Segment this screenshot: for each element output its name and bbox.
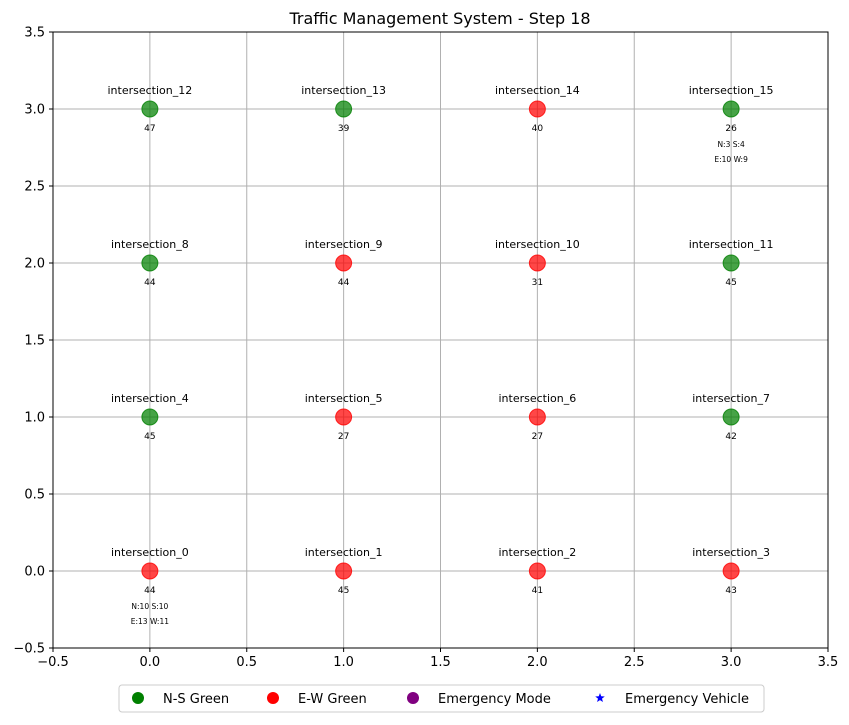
- intersection-marker: [722, 100, 740, 118]
- intersection-label: intersection_9: [305, 238, 383, 251]
- y-tick-label: −0.5: [13, 642, 45, 657]
- intersection-value-label: 43: [725, 586, 736, 596]
- queue-label: N:10 S:10: [131, 602, 168, 611]
- intersection-marker: [528, 408, 546, 426]
- x-tick-label: 0.5: [236, 655, 257, 670]
- intersection-label: intersection_1: [305, 546, 383, 559]
- intersection-value-label: 26: [725, 124, 737, 134]
- intersection-marker: [528, 100, 546, 118]
- intersection-value-label: 44: [338, 278, 350, 288]
- intersection-marker: [141, 254, 159, 272]
- intersection-marker: [722, 254, 740, 272]
- x-tick-label: 1.0: [333, 655, 354, 670]
- chart-title: Traffic Management System - Step 18: [288, 9, 590, 28]
- intersection-points: intersection_0 44 N:10 S:10 E:13 W:11 inters…: [108, 84, 774, 626]
- intersection-value-label: 45: [338, 586, 349, 596]
- intersection-value-label: 27: [532, 432, 543, 442]
- x-tick-label: 2.5: [624, 655, 645, 670]
- intersection-label: intersection_2: [499, 546, 577, 559]
- x-tick-label: 2.0: [527, 655, 548, 670]
- legend-label: N-S Green: [163, 692, 229, 707]
- queue-label: E:13 W:11: [131, 617, 169, 626]
- intersection-marker: [335, 254, 353, 272]
- intersection-label: intersection_13: [301, 84, 386, 97]
- intersection-value-label: 40: [532, 124, 544, 134]
- intersection-marker: [335, 408, 353, 426]
- intersection-marker: [141, 562, 159, 580]
- x-tick-label: 3.0: [721, 655, 742, 670]
- intersection-value-label: 27: [338, 432, 349, 442]
- intersection-label: intersection_4: [111, 392, 189, 405]
- intersection-label: intersection_11: [689, 238, 774, 251]
- intersection-marker: [335, 562, 353, 580]
- intersection-label: intersection_7: [692, 392, 770, 405]
- y-tick-label: 0.0: [24, 565, 45, 580]
- legend-frame: [118, 684, 765, 713]
- legend-label: E-W Green: [298, 692, 367, 707]
- legend-marker-star: [595, 693, 605, 703]
- legend: N-S Green E-W Green Emergency Mode Emergenc…: [118, 684, 765, 713]
- legend-label: Emergency Vehicle: [625, 692, 749, 707]
- intersection-label: intersection_3: [692, 546, 770, 559]
- intersection-value-label: 31: [532, 278, 543, 288]
- intersection-marker: [335, 100, 353, 118]
- intersection-label: intersection_14: [495, 84, 580, 97]
- x-tick-label: −0.5: [37, 655, 69, 670]
- legend-marker-circle: [132, 692, 144, 704]
- intersection-marker: [722, 562, 740, 580]
- queue-label: N:3 S:4: [717, 140, 745, 149]
- intersection-label: intersection_12: [108, 84, 193, 97]
- legend-label: Emergency Mode: [438, 692, 551, 707]
- intersection-marker: [528, 254, 546, 272]
- intersection-marker: [722, 408, 740, 426]
- intersection-value-label: 39: [338, 124, 350, 134]
- intersection-value-label: 47: [144, 124, 155, 134]
- intersection-marker: [141, 408, 159, 426]
- intersection-label: intersection_6: [499, 392, 577, 405]
- intersection-label: intersection_5: [305, 392, 383, 405]
- intersection-marker: [141, 100, 159, 118]
- legend-marker-circle: [407, 692, 419, 704]
- axis-ticks: −0.5 0.0 0.5 1.0 1.5 2.0 2.5 3.0 3.5 −0.5 0.0 0.5 1.…: [13, 26, 838, 671]
- intersection-value-label: 45: [144, 432, 155, 442]
- legend-marker-circle: [267, 692, 279, 704]
- intersection-value-label: 44: [144, 586, 156, 596]
- x-tick-label: 0.0: [140, 655, 161, 670]
- intersection-label: intersection_8: [111, 238, 189, 251]
- y-tick-label: 3.5: [24, 26, 45, 41]
- x-tick-label: 1.5: [430, 655, 451, 670]
- intersection-value-label: 45: [725, 278, 736, 288]
- intersection-value-label: 42: [725, 432, 736, 442]
- x-tick-label: 3.5: [818, 655, 839, 670]
- y-tick-label: 1.5: [24, 334, 45, 349]
- queue-label: E:10 W:9: [714, 155, 748, 164]
- y-tick-label: 3.0: [24, 103, 45, 118]
- intersection-label: intersection_10: [495, 238, 580, 251]
- y-tick-label: 2.5: [24, 180, 45, 195]
- intersection-label: intersection_15: [689, 84, 774, 97]
- intersection-value-label: 44: [144, 278, 156, 288]
- y-tick-label: 1.0: [24, 411, 45, 426]
- y-tick-label: 0.5: [24, 488, 45, 503]
- y-tick-label: 2.0: [24, 257, 45, 272]
- intersection-value-label: 41: [532, 586, 543, 596]
- intersection-label: intersection_0: [111, 546, 189, 559]
- intersection-marker: [528, 562, 546, 580]
